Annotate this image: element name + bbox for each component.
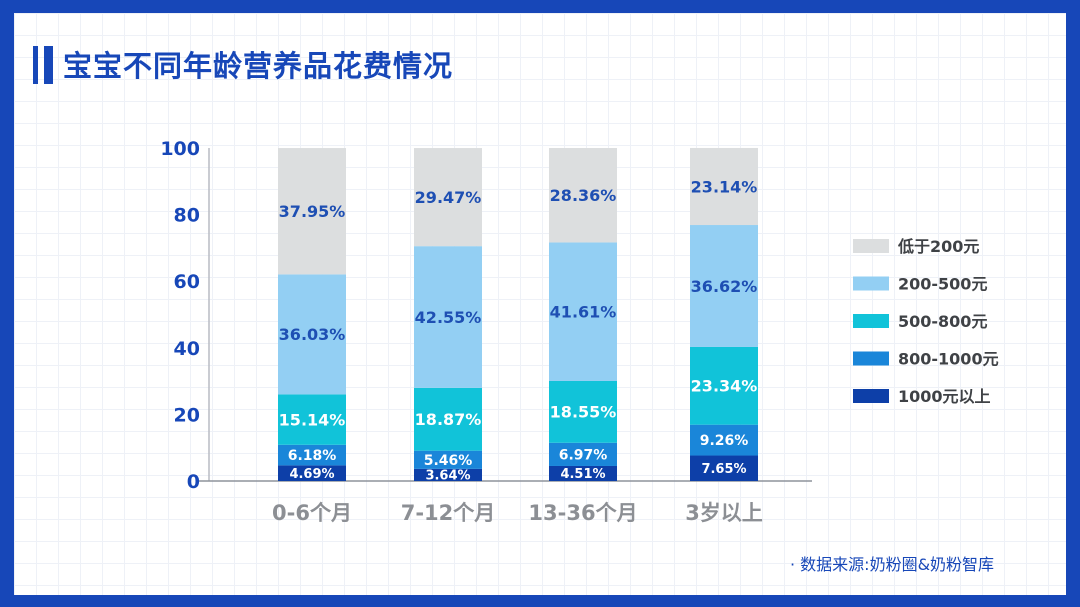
- bar-data-label: 42.55%: [415, 308, 482, 327]
- legend-label: 200-500元: [898, 275, 987, 294]
- content-card: [14, 13, 1066, 595]
- bar-segment: [690, 225, 758, 347]
- x-tick-label: 13-36个月: [528, 501, 637, 525]
- bar-data-label: 15.14%: [279, 410, 346, 429]
- bar-data-label: 4.51%: [560, 467, 605, 482]
- x-tick-label: 3岁以上: [685, 501, 763, 525]
- bar-segment: [278, 444, 346, 466]
- bar-data-label: 7.65%: [701, 462, 746, 477]
- x-tick-label: 7-12个月: [401, 501, 496, 525]
- legend-swatch: [853, 351, 889, 366]
- bar-segment: [414, 468, 482, 481]
- title-accent-bar-small: [33, 46, 38, 84]
- legend-label: 800-1000元: [898, 350, 999, 369]
- bar-data-label: 9.26%: [700, 433, 749, 449]
- bar-data-label: 23.34%: [691, 377, 758, 396]
- bar-segment: [414, 450, 482, 469]
- bar-data-label: 18.87%: [415, 410, 482, 429]
- legend-swatch: [853, 314, 889, 328]
- bar-segment: [414, 246, 482, 388]
- y-tick-label: 20: [174, 404, 200, 426]
- bar-segment: [278, 394, 346, 445]
- bar-segment: [278, 465, 346, 481]
- y-tick-label: 60: [174, 271, 200, 293]
- bar-segment: [690, 424, 758, 456]
- legend-label: 500-800元: [898, 312, 987, 331]
- page-title: 宝宝不同年龄营养品花费情况: [63, 49, 454, 83]
- bar-segment: [414, 387, 482, 451]
- bar-segment: [549, 242, 617, 382]
- bar-data-label: 36.62%: [691, 277, 758, 296]
- bar-data-label: 6.18%: [288, 448, 337, 464]
- bar-segment: [690, 346, 758, 425]
- bar-data-label: 36.03%: [279, 325, 346, 344]
- bar-segment: [690, 455, 758, 481]
- bar-data-label: 6.97%: [559, 447, 608, 463]
- bar-segment: [690, 147, 758, 226]
- bar-data-label: 5.46%: [424, 453, 473, 469]
- bar-data-label: 41.61%: [550, 302, 617, 321]
- legend-swatch: [853, 389, 889, 403]
- legend-swatch: [853, 276, 889, 291]
- bar-data-label: 28.36%: [550, 186, 617, 205]
- bar-segment: [549, 148, 617, 243]
- y-tick-label: 0: [187, 471, 200, 493]
- legend-label: 低于200元: [897, 237, 979, 256]
- bar-segment: [549, 381, 617, 443]
- bar-segment: [278, 274, 346, 395]
- bar-segment: [414, 148, 482, 247]
- bar-data-label: 4.69%: [289, 467, 334, 482]
- source-note: · 数据来源:奶粉圈&奶粉智库: [790, 555, 995, 574]
- legend-label: 1000元以上: [898, 387, 991, 406]
- bar-data-label: 18.55%: [550, 403, 617, 422]
- legend-swatch: [853, 239, 889, 253]
- bar-data-label: 29.47%: [415, 188, 482, 207]
- bar-segment: [549, 465, 617, 481]
- bar-segment: [549, 442, 617, 466]
- y-tick-label: 40: [174, 338, 200, 360]
- bar-data-label: 23.14%: [691, 177, 758, 196]
- bar-data-label: 3.64%: [425, 469, 470, 484]
- y-tick-label: 100: [160, 138, 200, 160]
- title-accent-bar: [44, 46, 53, 84]
- y-tick-label: 80: [174, 205, 200, 227]
- x-tick-label: 0-6个月: [272, 501, 352, 525]
- bar-data-label: 37.95%: [279, 202, 346, 221]
- bar-segment: [278, 148, 346, 275]
